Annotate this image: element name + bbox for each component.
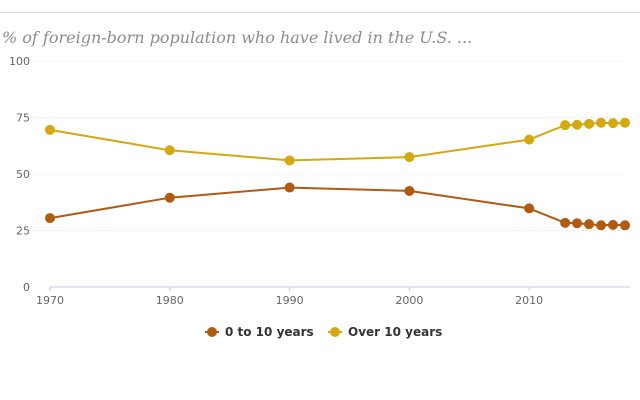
series-0 [45, 182, 630, 231]
data-point-1-2018 [620, 117, 630, 128]
data-point-0-2018 [620, 220, 630, 231]
x-tick-label-1970: 1970 [36, 294, 64, 307]
data-point-0-2014 [572, 218, 583, 229]
legend-label-1: Over 10 years [348, 325, 442, 339]
data-point-0-2013 [560, 217, 571, 228]
data-point-1-2014 [572, 119, 583, 130]
data-point-1-1990 [284, 155, 295, 166]
y-tick-label-50: 50 [16, 168, 30, 181]
legend-marker-0 [207, 327, 217, 337]
data-point-0-2000 [404, 185, 415, 196]
x-axis: 1970 1980 1990 2000 2010 [36, 286, 630, 307]
gridlines [30, 60, 625, 231]
y-axis-ticks: 0 25 50 75 100 [9, 55, 30, 294]
data-point-0-2017 [608, 219, 619, 230]
data-point-1-2013 [560, 120, 571, 131]
data-point-0-1990 [284, 182, 295, 193]
data-point-1-2015 [584, 118, 595, 129]
x-tick-label-2010: 2010 [515, 294, 543, 307]
y-tick-label-75: 75 [16, 112, 30, 125]
x-tick-label-2000: 2000 [395, 294, 423, 307]
series-line-0 [49, 186, 626, 227]
legend-marker-1 [330, 327, 340, 337]
data-point-1-1970 [45, 124, 55, 135]
x-tick-label-1990: 1990 [276, 294, 304, 307]
series-1 [45, 117, 630, 166]
y-tick-label-0: 0 [23, 281, 30, 294]
data-point-1-1980 [164, 145, 175, 156]
data-point-1-2016 [596, 117, 607, 128]
x-tick-label-1980: 1980 [156, 294, 184, 307]
data-point-0-1980 [164, 192, 175, 203]
top-rule [0, 12, 640, 13]
series-line-1 [49, 121, 626, 162]
data-point-0-2010 [524, 203, 535, 214]
legend-label-0: 0 to 10 years [225, 325, 314, 339]
chart-subtitle: % of foreign-born population who have li… [2, 28, 473, 47]
series-group [45, 117, 630, 231]
data-point-1-2000 [404, 152, 415, 163]
y-tick-label-25: 25 [16, 225, 30, 238]
data-point-0-2015 [584, 219, 595, 230]
data-point-0-1970 [45, 213, 55, 224]
data-point-1-2017 [608, 118, 619, 129]
data-point-0-2016 [596, 220, 607, 231]
legend: 0 to 10 years Over 10 years [205, 325, 442, 339]
y-tick-label-100: 100 [9, 55, 30, 68]
data-point-1-2010 [524, 134, 535, 145]
